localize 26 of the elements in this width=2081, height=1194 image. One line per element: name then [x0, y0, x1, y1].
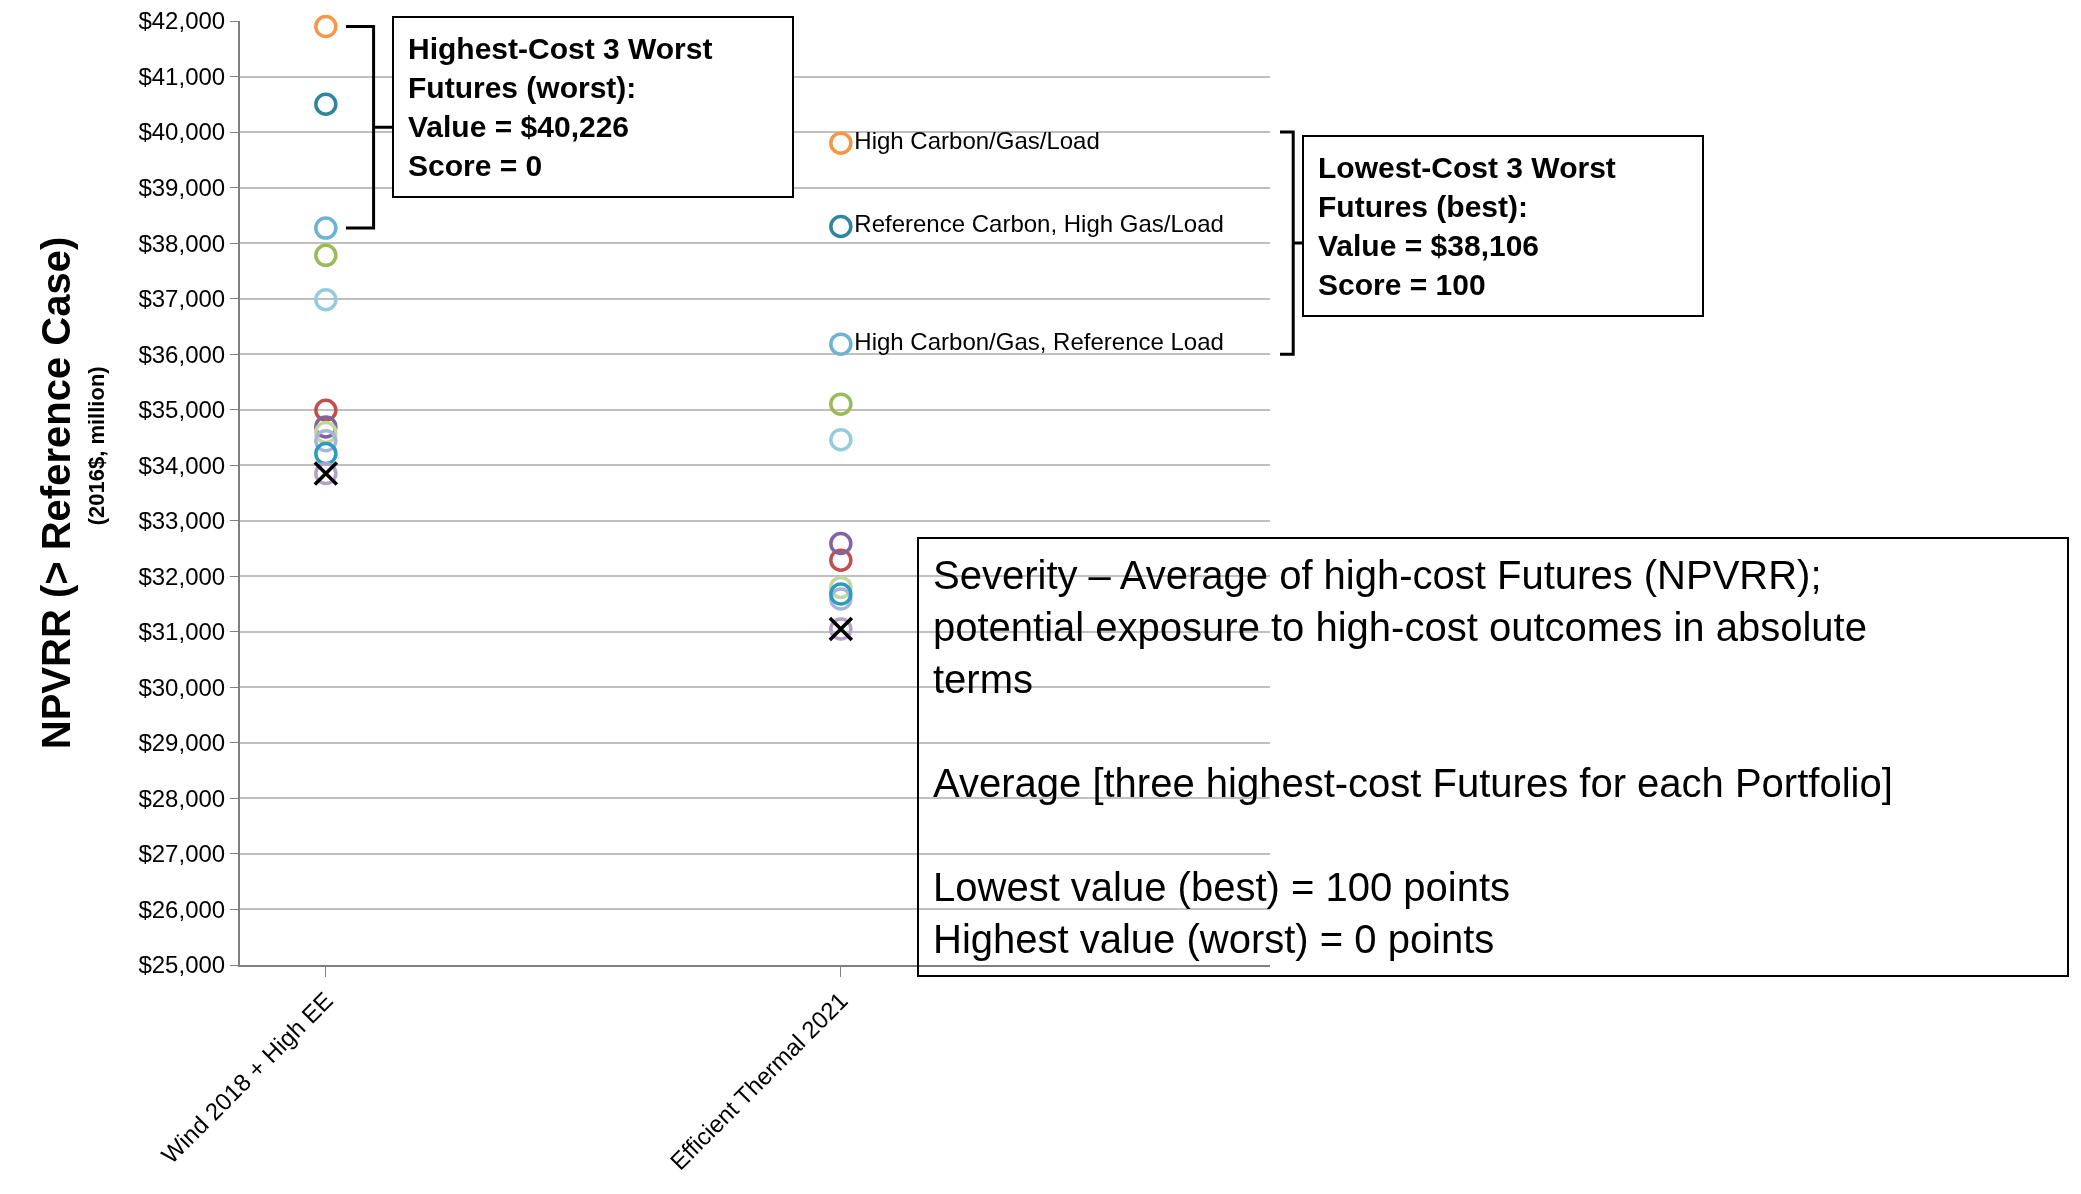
y-tick-label: $35,000 [138, 396, 226, 424]
series-label: High Carbon/Gas/Load [854, 127, 1100, 155]
text: Lowest-Cost 3 Worst Futures (best): Value = $38,106 Score = 100 [1318, 151, 1616, 301]
y-tick-label: $40,000 [138, 118, 226, 146]
y-tick-label: $26,000 [138, 895, 226, 923]
y-tick-label: $41,000 [138, 62, 226, 90]
y-tick-label: $30,000 [138, 673, 226, 701]
y-axis-title: NPVRR (> Reference Case) [34, 236, 79, 750]
y-tick-label: $31,000 [138, 618, 226, 646]
y-tick-label: $39,000 [138, 173, 226, 201]
y-tick-label: $37,000 [138, 285, 226, 313]
series-label: High Carbon/Gas, Reference Load [854, 328, 1224, 356]
y-tick-label: $29,000 [138, 729, 226, 757]
y-tick-label: $25,000 [138, 951, 226, 979]
y-tick-label: $36,000 [138, 340, 226, 368]
y-tick-label: $32,000 [138, 562, 226, 590]
text: (2016$, million) [83, 366, 109, 526]
annotation: Highest-Cost 3 Worst Futures (worst): Value = $40,226 Score = 0 [408, 32, 713, 182]
series-label: Reference Carbon, High Gas/Load [854, 210, 1224, 238]
y-tick-label: $38,000 [138, 229, 226, 257]
y-tick-label: $34,000 [138, 451, 226, 479]
y-tick-label: $28,000 [138, 784, 226, 812]
text: Severity – Average of high-cost Futures (NPVRR); potential exposure to high-cost outcomes in absolute terms Average [three highest-cost Futures for each Portfolio] Lowest value (best) = 100 points Highest value (worst) = 0 points [933, 553, 1893, 961]
y-tick-label: $33,000 [138, 507, 226, 535]
y-tick-label: $42,000 [138, 7, 226, 35]
y-tick-label: $27,000 [138, 840, 226, 868]
